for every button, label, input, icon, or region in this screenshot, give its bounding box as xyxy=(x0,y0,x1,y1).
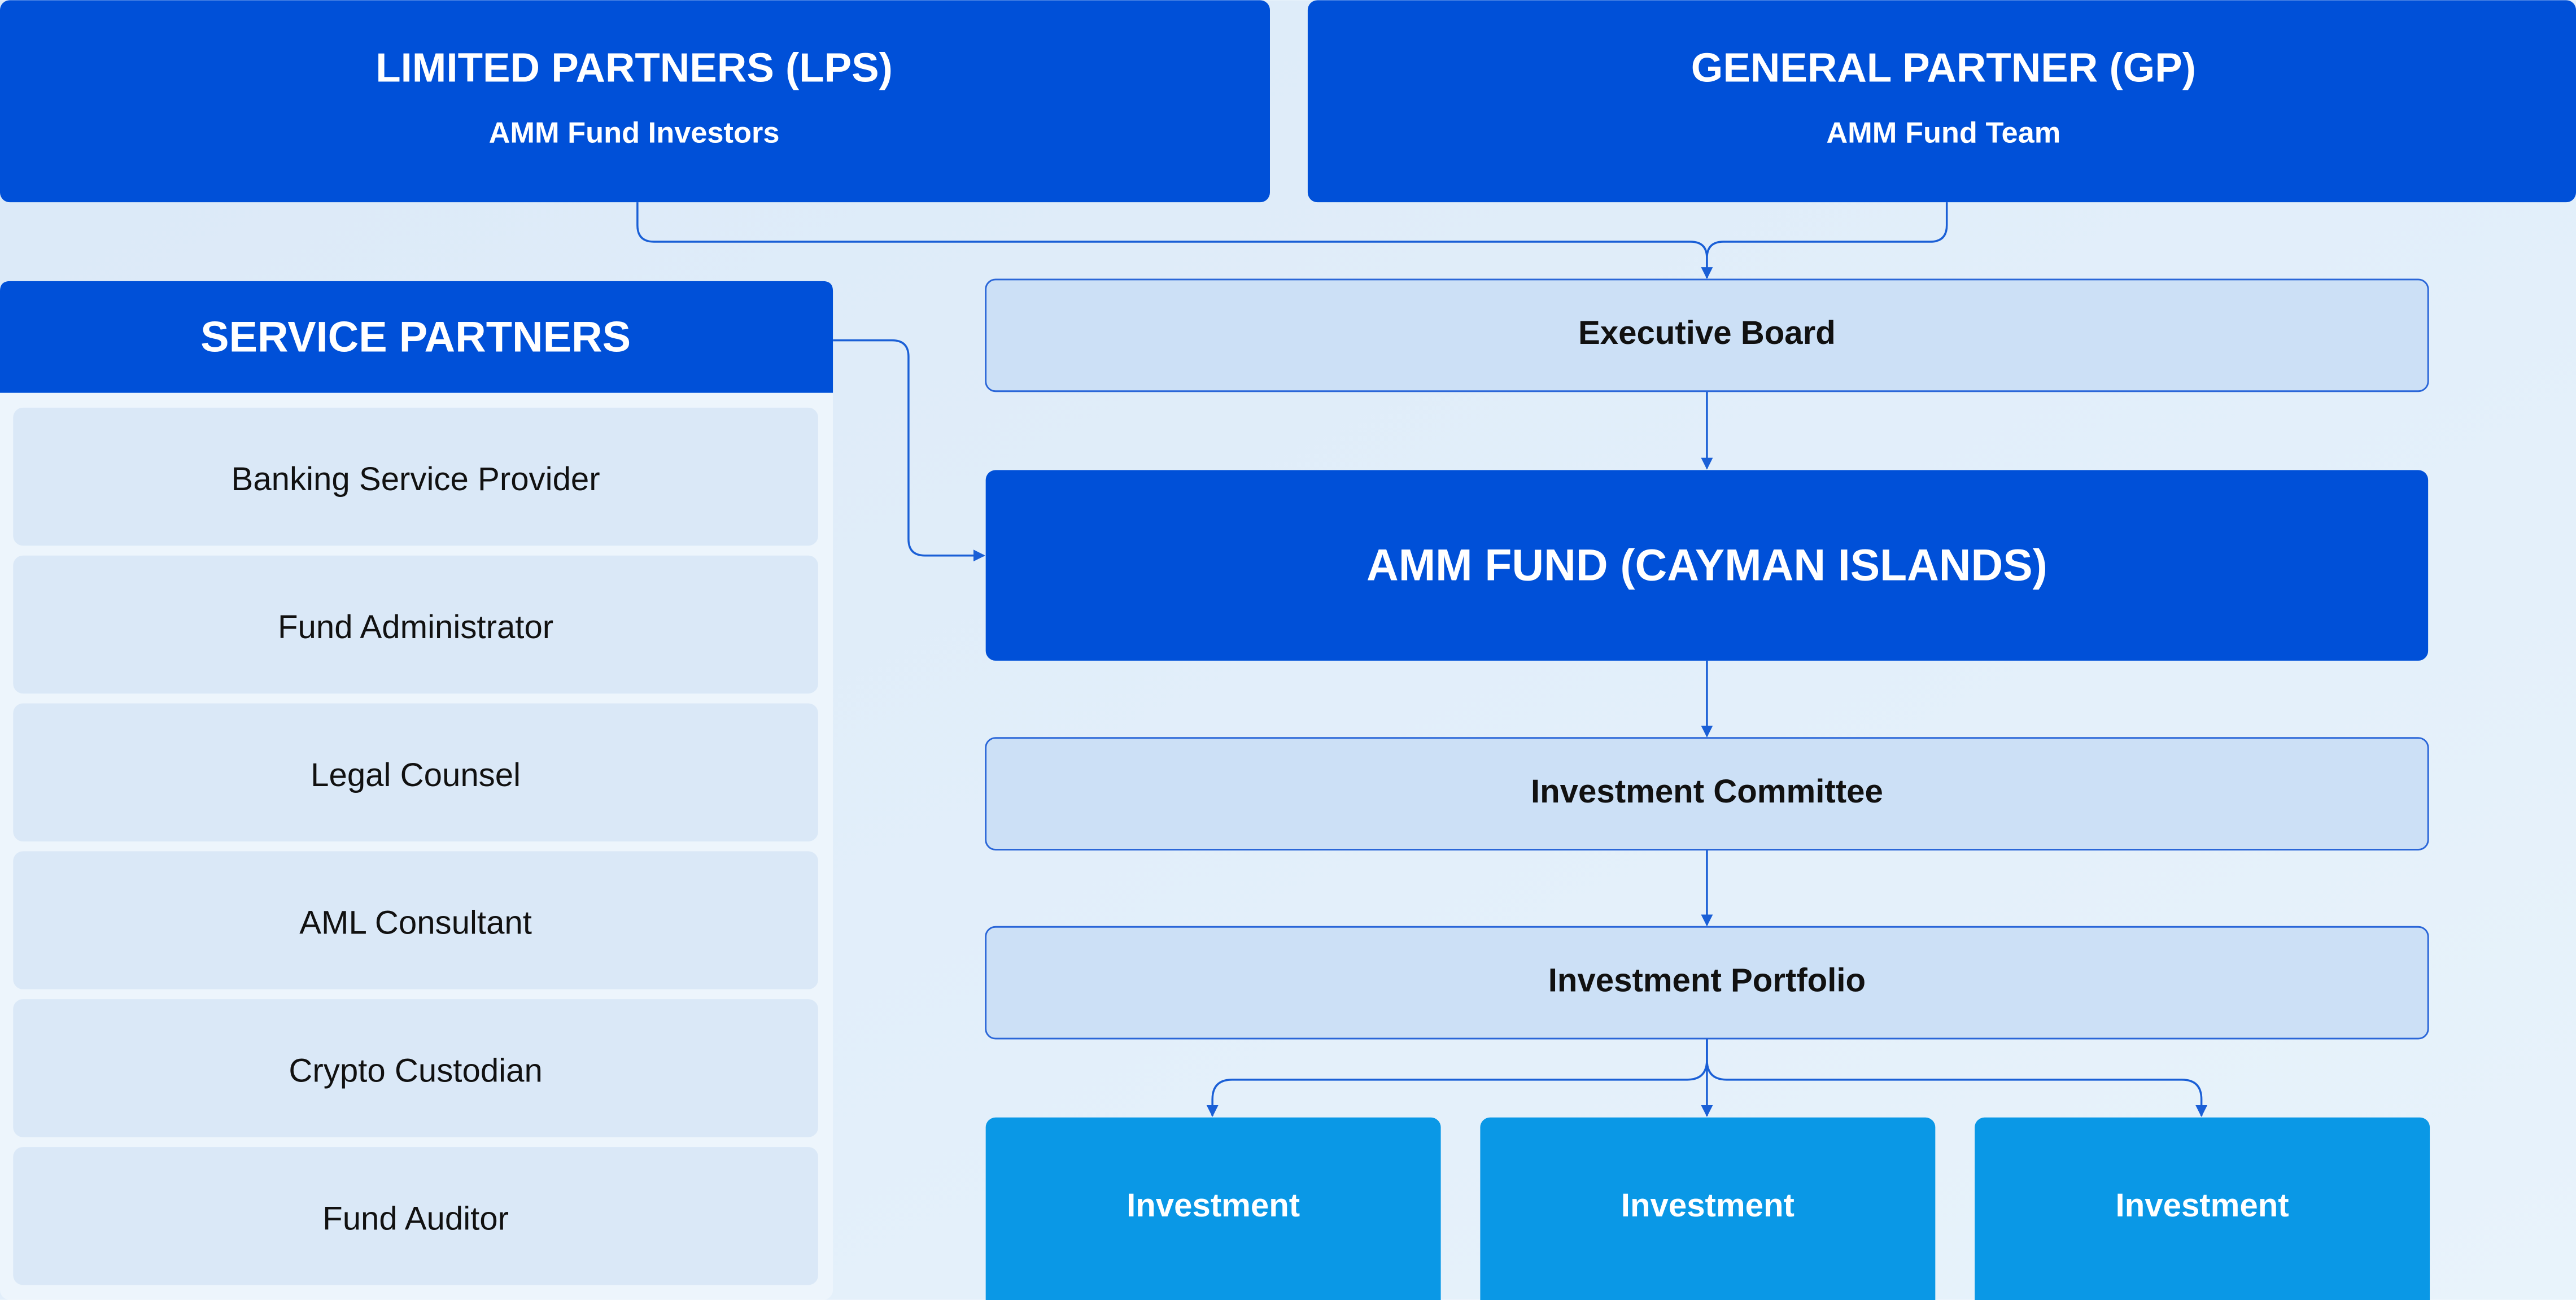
investments: Investment Investment Investment xyxy=(985,1117,2430,1300)
connector xyxy=(1706,1039,2208,1117)
service-items: Banking Service Provider Fund Administrat… xyxy=(13,407,818,1285)
executive-board: Executive Board xyxy=(1578,315,1836,351)
executive-board-box xyxy=(985,278,2429,392)
connector xyxy=(1706,202,1948,278)
service-item-box xyxy=(13,407,818,546)
lp-subtitle: AMM Fund Investors xyxy=(489,117,780,150)
gp-subtitle: AMM Fund Team xyxy=(1826,117,2060,150)
service-item-box xyxy=(13,1147,818,1285)
service-item: Crypto Custodian xyxy=(289,1053,542,1089)
investment-committee: Investment Committee xyxy=(1531,773,1883,810)
investment: Investment xyxy=(2116,1187,2289,1224)
investment-box xyxy=(1975,1117,2430,1300)
service-item-box xyxy=(13,703,818,841)
service-item: Legal Counsel xyxy=(311,757,521,793)
service-header xyxy=(0,281,833,393)
investment: Investment xyxy=(1127,1187,1300,1224)
service-title: SERVICE PARTNERS xyxy=(200,314,631,361)
service-item-box xyxy=(13,851,818,989)
lp-title: LIMITED PARTNERS (LPS) xyxy=(376,45,893,91)
service-item: Fund Administrator xyxy=(278,609,553,645)
committee-box xyxy=(985,737,2429,850)
investment-box xyxy=(1480,1117,1936,1300)
service-item-box xyxy=(13,555,818,694)
service-item: Fund Auditor xyxy=(322,1200,509,1237)
connector xyxy=(1206,1039,1708,1117)
connector xyxy=(833,339,985,562)
investment: Investment xyxy=(1621,1187,1795,1224)
lp-box xyxy=(0,0,1270,203)
investment-portfolio: Investment Portfolio xyxy=(1548,962,1866,999)
fund: AMM FUND (CAYMAN ISLANDS) xyxy=(1366,540,2047,590)
portfolio-box xyxy=(985,926,2429,1040)
gp-box xyxy=(1307,0,2576,203)
fund-box xyxy=(985,470,2429,661)
service-item: AML Consultant xyxy=(299,905,532,941)
service-item-box xyxy=(13,999,818,1137)
service-item: Banking Service Provider xyxy=(232,461,600,498)
gp-title: GENERAL PARTNER (GP) xyxy=(1691,45,2196,91)
connector xyxy=(636,202,1713,280)
investment-box xyxy=(985,1117,1441,1300)
